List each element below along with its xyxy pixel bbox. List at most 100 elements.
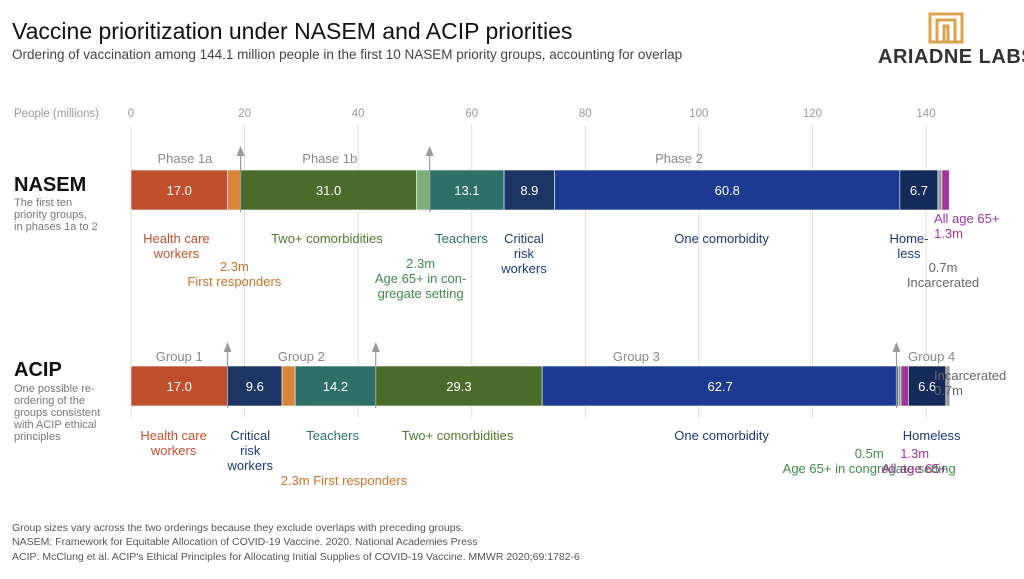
bar-segment: [900, 365, 909, 407]
bar-segment: [541, 365, 899, 407]
bar-segment: [375, 365, 543, 407]
row-description: in phases 1a to 2: [14, 221, 98, 233]
bar-segment: [227, 365, 283, 407]
footnotes: Group sizes vary across the two ordering…: [12, 521, 580, 564]
bar-value-label: 13.1: [454, 183, 479, 198]
bar-value-label: 6.6: [918, 379, 936, 394]
bar-value-label: 9.6: [246, 379, 264, 394]
bar-value-label: 29.3: [446, 379, 471, 394]
phase-boundary-marker: [892, 342, 901, 352]
segment-annotation: Incarcerated: [934, 368, 1006, 383]
chart-subtitle: Ordering of vaccination among 144.1 mill…: [12, 47, 683, 62]
segment-annotation: Health care: [140, 428, 206, 443]
segment-annotation: workers: [153, 246, 200, 261]
bar-segment: [227, 169, 241, 211]
phase-label: Phase 1b: [302, 151, 357, 166]
bar-value-label: 6.7: [910, 183, 928, 198]
bar-segment: [416, 169, 430, 211]
chart-title: Vaccine prioritization under NASEM and A…: [12, 18, 573, 44]
bar-value-label: 17.0: [167, 379, 192, 394]
phase-boundary-marker: [371, 342, 380, 352]
bar-value-label: 8.9: [520, 183, 538, 198]
segment-annotation: gregate setting: [378, 286, 464, 301]
phase-label: Group 3: [613, 349, 660, 364]
segment-annotation: less: [897, 246, 921, 261]
phase-label: Group 2: [278, 349, 325, 364]
x-tick-label: 20: [238, 108, 251, 120]
bar-segment: [941, 169, 950, 211]
segment-annotation: Two+ comorbidities: [271, 231, 383, 246]
footnote-overlap: Group sizes vary across the two ordering…: [12, 522, 464, 534]
phase-label: Group 1: [156, 349, 203, 364]
segment-annotation: Homeless: [903, 428, 961, 443]
phase-boundary-marker: [236, 146, 245, 156]
bar-segment: [897, 365, 902, 407]
x-tick-label: 40: [352, 108, 365, 120]
x-tick-label: 140: [916, 108, 935, 120]
row-description: principles: [14, 431, 61, 443]
phase-label: Phase 2: [655, 151, 703, 166]
segment-annotation: 2.3m First responders: [281, 473, 408, 488]
segment-annotation: workers: [226, 458, 273, 473]
bar-segment: [554, 169, 901, 211]
segment-annotation: Age 65+ in con-: [375, 271, 466, 286]
segment-annotation: Teachers: [306, 428, 359, 443]
segment-annotation: risk: [514, 246, 535, 261]
ariadne-labs-logo: ARIADNE LABS: [878, 12, 1024, 70]
x-tick-label: 100: [689, 108, 708, 120]
segment-annotation: Critical: [230, 428, 270, 443]
segment-annotation: 1.3m: [900, 446, 929, 461]
bar-segment: [899, 169, 939, 211]
row-description: priority groups,: [14, 209, 87, 221]
x-axis-label: People (millions): [14, 108, 99, 120]
phase-boundary-marker: [425, 146, 434, 156]
segment-annotation: 0.5m: [855, 446, 884, 461]
segment-annotation: One comorbidity: [674, 231, 769, 246]
row-description: One possible re-: [14, 383, 95, 395]
segment-annotation: risk: [240, 443, 261, 458]
x-tick-label: 80: [579, 108, 592, 120]
segment-annotation: Critical: [504, 231, 544, 246]
segment-annotation: Teachers: [435, 231, 488, 246]
segment-annotation: 0.7m: [934, 383, 963, 398]
phase-label: Phase 1a: [157, 151, 213, 166]
bar-value-label: 17.0: [167, 183, 192, 198]
segment-annotation: 1.3m: [934, 226, 963, 241]
bar-value-label: 14.2: [323, 379, 348, 394]
phase-boundary-marker: [223, 342, 232, 352]
segment-annotation: All age 65+: [934, 211, 999, 226]
bar-segment: [945, 365, 951, 407]
row-name-nasem: NASEM: [14, 174, 86, 196]
row-description: with ACIP ethical: [13, 419, 96, 431]
bar-segment: [937, 169, 943, 211]
segment-annotation: workers: [500, 261, 547, 276]
segment-annotation: 2.3m: [406, 256, 435, 271]
segment-annotation: workers: [150, 443, 197, 458]
bar-value-label: 62.7: [707, 379, 732, 394]
segment-annotation: Health care: [143, 231, 209, 246]
x-tick-label: 60: [465, 108, 478, 120]
segment-annotation: 0.7m: [929, 260, 958, 275]
segment-annotation: 2.3m: [220, 259, 249, 274]
stacked-bar-chart: People (millions) 0 20 40 60 80 100 120 140 NASEM…: [13, 108, 1006, 488]
row-description: The first ten: [14, 197, 72, 209]
segment-annotation: Two+ comorbidities: [402, 428, 514, 443]
row-name-acip: ACIP: [14, 359, 62, 381]
row-description: groups consistent: [14, 407, 100, 419]
labyrinth-icon: [928, 12, 964, 44]
footnote-acip-source: ACIP: McClung et al. ACIP's Ethical Prin…: [12, 550, 580, 563]
bar-value-label: 60.8: [715, 183, 740, 198]
row-description: ordering of the: [14, 395, 85, 407]
phase-label: Group 4: [908, 349, 955, 364]
bar-segment: [130, 365, 228, 407]
bar-segment: [240, 169, 417, 211]
bar-segment: [281, 365, 296, 407]
bar-value-label: 31.0: [316, 183, 341, 198]
logo-text: ARIADNE LABS: [878, 46, 1024, 68]
x-tick-label: 0: [128, 108, 134, 120]
footnote-nasem-source: NASEM: Framework for Equitable Allocatio…: [12, 536, 478, 549]
segment-annotation: Age 65+ in congregate setting: [783, 461, 956, 476]
segment-annotation: Incarcerated: [907, 275, 979, 290]
segment-annotation: First responders: [187, 274, 281, 289]
segment-annotation: Home-: [889, 231, 928, 246]
